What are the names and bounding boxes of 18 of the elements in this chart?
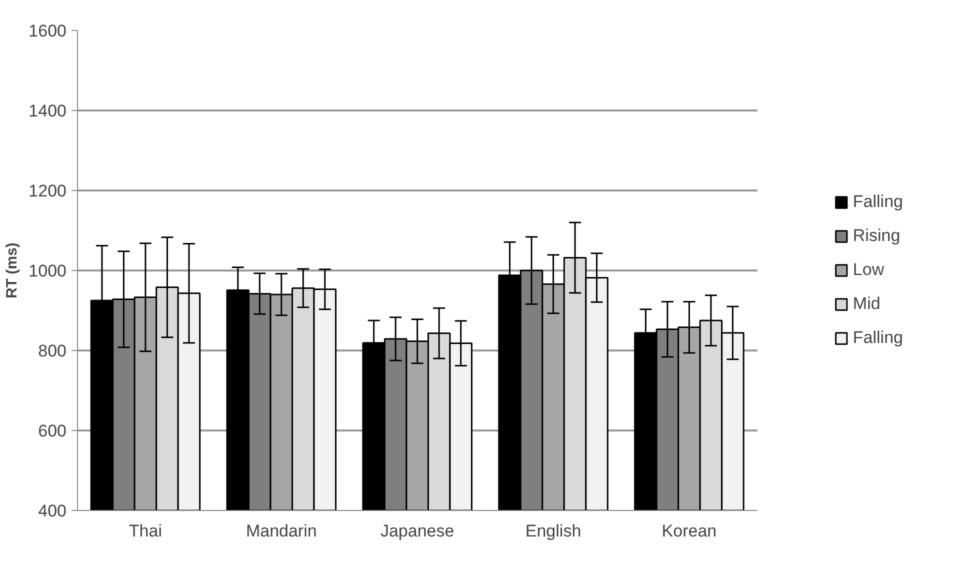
x-tick-label: English	[525, 522, 582, 540]
x-tick-label: Thai	[128, 522, 162, 540]
legend-label: Mid	[852, 294, 880, 314]
x-tick-label: Japanese	[380, 522, 454, 540]
y-tick-label: 600	[38, 422, 67, 440]
legend-label: Falling	[852, 192, 903, 212]
y-tick-label: 1200	[28, 182, 67, 200]
y-axis-title: RT (ms)	[4, 242, 21, 298]
y-tick-label: 1600	[28, 22, 67, 40]
legend-label: Falling	[852, 328, 903, 348]
legend-label: Rising	[852, 226, 900, 246]
y-tick-label: 800	[38, 342, 67, 360]
x-tick-label: Mandarin	[246, 522, 317, 540]
x-tick-label: Korean	[662, 522, 717, 540]
legend-label: Low	[852, 260, 884, 280]
y-tick-label: 1000	[28, 262, 67, 280]
y-tick-label: 400	[38, 502, 67, 520]
y-tick-label: 1400	[28, 102, 67, 120]
